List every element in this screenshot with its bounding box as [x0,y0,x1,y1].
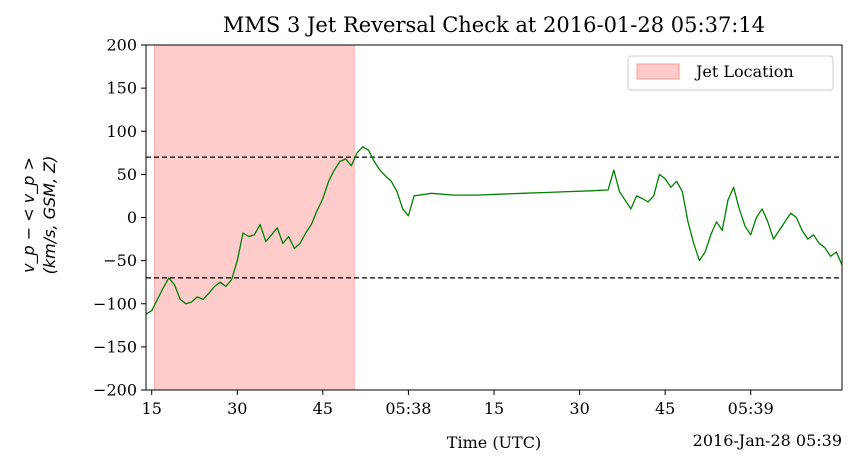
y-axis-label-line2: (km/s, GSM, Z) [40,156,59,275]
x-tick-label: 05:39 [728,399,774,418]
jet-location-span [154,44,355,391]
y-tick-label: −50 [103,251,137,270]
y-tick-label: −150 [93,337,137,356]
x-axis-ticks: 15 30 45 05:38 15 30 45 05:39 [142,390,774,418]
y-tick-label: 0 [127,208,137,227]
x-tick-label: 30 [227,399,247,418]
x-axis-label: Time (UTC) [447,433,541,452]
series-line [145,146,843,315]
y-tick-label: −200 [93,381,137,400]
y-tick-label: 50 [117,165,137,184]
x-tick-label: 15 [484,399,504,418]
x-tick-label: 45 [655,399,675,418]
x-axis-offset-label: 2016-Jan-28 05:39 [693,431,842,450]
x-tick-label: 05:38 [385,399,431,418]
y-axis-ticks: −200 −150 −100 −50 0 50 100 150 200 [93,36,146,400]
y-tick-label: 100 [106,122,137,141]
y-tick-label: 200 [106,36,137,55]
y-axis-label-line1: v_p − < v_p > [19,157,39,273]
chart-title: MMS 3 Jet Reversal Check at 2016-01-28 0… [223,13,765,37]
y-tick-label: −100 [93,294,137,313]
x-tick-label: 45 [313,399,333,418]
y-tick-label: 150 [106,79,137,98]
legend-swatch-jet-location [636,63,680,80]
x-tick-label: 30 [569,399,589,418]
x-tick-label: 15 [142,399,162,418]
legend: Jet Location [627,55,834,91]
legend-label-jet-location: Jet Location [694,62,794,81]
